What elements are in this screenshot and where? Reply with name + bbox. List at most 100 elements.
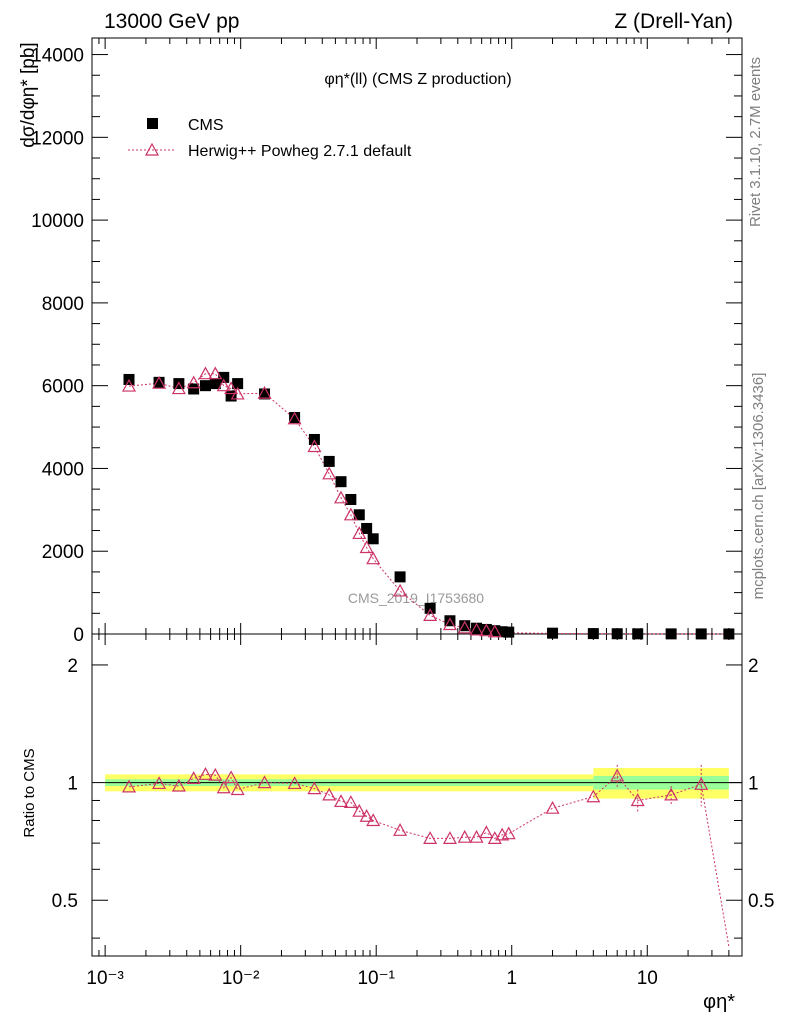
- ratio-point: [322, 787, 337, 801]
- ratio-point: [393, 823, 408, 836]
- y-tick-label: 12000: [31, 128, 84, 149]
- y-tick-label: 2000: [42, 542, 84, 563]
- ratio-point: [479, 825, 494, 839]
- ratio-point: [442, 831, 457, 844]
- y-tick-label: 8000: [42, 294, 84, 315]
- rivet-label: Rivet 3.1.10, 2.7M events: [747, 57, 764, 227]
- mc-point: [171, 381, 186, 395]
- mc-point: [442, 617, 457, 631]
- x-label: φη*: [703, 991, 735, 1013]
- cms-point: [587, 628, 599, 640]
- y-label-bottom: Ratio to CMS: [21, 748, 38, 837]
- cms-point: [367, 533, 379, 545]
- cms-point: [480, 623, 492, 635]
- mc-point: [487, 624, 502, 638]
- mc-point: [352, 526, 367, 540]
- cms-point: [209, 378, 221, 390]
- mc-point: [322, 466, 337, 480]
- ratio-point: [359, 809, 374, 822]
- ratio-point: [586, 789, 601, 803]
- mc-point: [121, 378, 137, 392]
- mc-point: [393, 583, 408, 597]
- cms-point: [153, 376, 165, 388]
- ratio-tick-label-right: 1: [748, 774, 759, 795]
- ratio-point: [501, 826, 516, 840]
- y-label-top: dσ/dφη* [pb]: [18, 42, 39, 147]
- mc-point: [152, 375, 167, 389]
- ratio-point: [171, 778, 186, 792]
- ratio-line: [128, 773, 730, 947]
- ratio-tick-label: 1: [67, 774, 78, 795]
- ratio-point: [423, 831, 438, 844]
- mc-point: [359, 540, 374, 554]
- mc-point: [186, 375, 201, 389]
- x-tick-label: 10: [637, 968, 658, 989]
- ratio-point: [343, 795, 358, 808]
- cms-point: [361, 522, 373, 534]
- cms-point: [232, 378, 244, 390]
- ratio-point: [216, 780, 231, 794]
- mc-point: [208, 366, 223, 380]
- cms-point: [188, 383, 200, 395]
- ratio-tick-label-right: 0.5: [748, 891, 774, 912]
- mc-point: [257, 385, 272, 399]
- ratio-point: [186, 771, 201, 785]
- mc-point: [307, 439, 322, 453]
- mc-point: [224, 381, 239, 395]
- mc-point: [469, 622, 484, 636]
- cms-point: [323, 455, 335, 467]
- y-tick-label: 0: [73, 625, 84, 646]
- legend-mc-label: Herwig++ Powheg 2.7.1 default: [188, 143, 412, 160]
- cms-point: [632, 628, 644, 640]
- cms-point: [471, 622, 483, 634]
- x-tick-label: 10⁻³: [86, 968, 124, 989]
- mc-point: [334, 490, 349, 504]
- mc-point: [216, 378, 231, 392]
- header-left: 13000 GeV pp: [104, 10, 239, 33]
- ratio-point: [208, 767, 223, 781]
- cms-point: [394, 571, 406, 583]
- legend-mc-marker: [144, 142, 160, 156]
- cms-point: [547, 627, 559, 639]
- x-tick-label: 10⁻¹: [357, 968, 395, 989]
- ratio-point: [630, 793, 645, 807]
- y-tick-label: 14000: [31, 46, 84, 67]
- cms-point: [335, 476, 347, 488]
- ratio-tick-label: 2: [67, 656, 78, 677]
- ratio-point: [469, 829, 484, 843]
- ratio-point: [366, 813, 381, 827]
- x-tick-label: 1: [506, 968, 517, 989]
- y-tick-label: 10000: [31, 211, 84, 232]
- cms-point: [225, 390, 237, 402]
- mc-point: [343, 507, 358, 521]
- cms-point: [444, 615, 456, 627]
- legend-cms-marker: [147, 118, 158, 129]
- header-right: Z (Drell-Yan): [614, 10, 733, 33]
- ratio-point: [121, 779, 137, 793]
- cms-point: [503, 626, 515, 638]
- plot-title: φη*(ll) (CMS Z production): [324, 71, 511, 88]
- ratio-point: [224, 770, 239, 784]
- cms-point: [665, 628, 677, 640]
- mcplots-label: mcplots.cern.ch [arXiv:1306.3436]: [750, 373, 767, 600]
- ratio-point: [198, 767, 213, 780]
- ratio-point: [334, 794, 349, 808]
- cms-point: [723, 628, 735, 640]
- ratio-point: [230, 782, 245, 796]
- ratio-point: [457, 829, 472, 843]
- mc-point: [479, 623, 494, 637]
- cms-point: [611, 628, 623, 640]
- mc-point: [198, 366, 213, 380]
- ratio-point: [257, 775, 272, 789]
- mc-point: [457, 620, 472, 634]
- ratio-point: [307, 781, 322, 795]
- cms-point: [695, 628, 707, 640]
- ratio-tick-label-right: 2: [748, 656, 759, 677]
- x-tick-label: 10⁻²: [222, 968, 260, 989]
- ratio-point: [287, 776, 302, 790]
- mc-point: [287, 411, 302, 425]
- y-tick-label: 6000: [42, 377, 84, 398]
- cms-point: [489, 625, 501, 637]
- mc-point: [366, 551, 381, 565]
